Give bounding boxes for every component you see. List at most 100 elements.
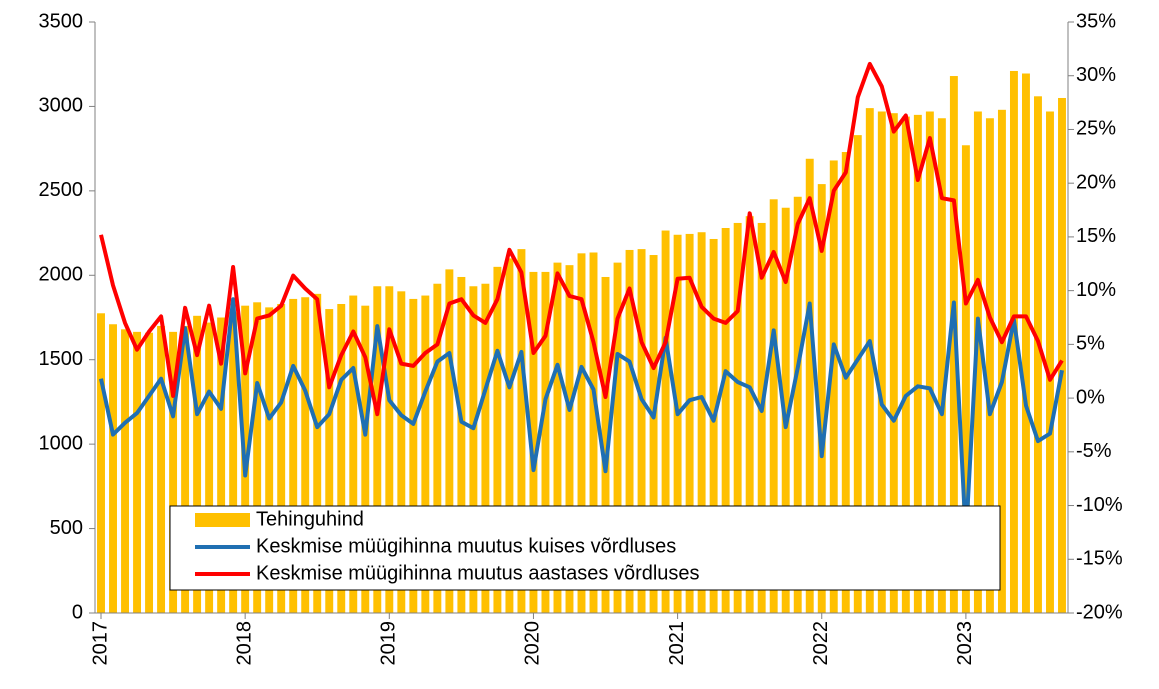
bar — [505, 258, 514, 613]
x-tick-label: 2017 — [89, 621, 111, 666]
legend-label: Tehinguhind — [256, 508, 364, 530]
x-tick-label: 2018 — [233, 621, 255, 666]
bar — [769, 199, 778, 614]
bar — [685, 233, 694, 613]
bar — [709, 238, 718, 613]
line-series — [99, 61, 1064, 417]
x-tick-label: 2023 — [954, 621, 976, 666]
y-tick-label: 3500 — [39, 10, 84, 32]
bar — [433, 283, 442, 613]
y-tick-label: 1000 — [39, 432, 84, 454]
y-tick-label: 1500 — [39, 348, 84, 370]
legend: Tehinguhind Keskmise müügihinna muutus ku… — [169, 505, 1001, 591]
bar — [229, 312, 238, 613]
y-tick-label: 2500 — [39, 179, 84, 201]
bar — [1034, 96, 1042, 614]
bar — [937, 118, 946, 614]
bar — [181, 325, 190, 613]
bar — [493, 266, 502, 613]
y2-tick-label: 20% — [1076, 171, 1116, 193]
bar — [481, 283, 490, 613]
bar — [553, 262, 562, 613]
bar — [913, 114, 922, 613]
bar — [397, 291, 406, 613]
bar — [949, 76, 958, 613]
bar — [613, 262, 622, 613]
bar — [529, 271, 538, 613]
bar — [409, 298, 418, 613]
legend-swatch — [195, 513, 250, 527]
bar — [661, 230, 670, 613]
y-tick-label: 500 — [50, 517, 83, 539]
bar — [625, 249, 634, 613]
y2-tick-label: 30% — [1076, 64, 1116, 86]
x-tick-label: 2022 — [810, 621, 832, 666]
bar — [865, 108, 874, 614]
bar — [829, 160, 838, 613]
x-tick-label: 2021 — [666, 621, 688, 666]
bar — [589, 252, 598, 614]
legend-label: Keskmise müügihinna muutus aastases võrd… — [256, 562, 700, 584]
bar — [781, 207, 790, 613]
line-series — [99, 297, 1064, 540]
bar — [157, 325, 166, 613]
bar — [637, 249, 646, 613]
bar — [361, 305, 370, 613]
bar — [649, 255, 658, 613]
bar — [853, 135, 862, 614]
y2-tick-label: -15% — [1076, 548, 1123, 570]
bar — [337, 303, 346, 613]
bar — [841, 152, 850, 613]
y2-tick-label: -10% — [1076, 494, 1123, 516]
bar — [793, 196, 802, 613]
y2-tick-label: 15% — [1076, 225, 1116, 247]
bar — [313, 293, 322, 613]
bar — [1046, 111, 1054, 613]
y-tick-label: 2000 — [39, 264, 84, 286]
bar — [721, 228, 730, 613]
bar — [169, 331, 178, 613]
bar — [109, 324, 117, 613]
x-tick-label: 2019 — [378, 621, 400, 666]
bar — [289, 298, 298, 613]
bar — [469, 286, 478, 613]
bar — [877, 111, 886, 613]
bar — [697, 232, 706, 613]
bar — [673, 234, 682, 613]
bar — [1058, 97, 1066, 613]
y2-tick-label: 5% — [1076, 333, 1105, 355]
bar — [757, 222, 766, 613]
bar — [997, 109, 1006, 613]
bar — [193, 315, 202, 613]
legend-box — [169, 505, 1001, 591]
bar — [421, 295, 430, 613]
bar — [301, 297, 310, 613]
bar — [1021, 73, 1030, 614]
y2-tick-label: 10% — [1076, 279, 1116, 301]
bar — [349, 295, 358, 613]
bar — [1009, 70, 1018, 614]
bar — [133, 331, 142, 613]
bar — [601, 276, 610, 613]
bar — [985, 118, 994, 614]
bar — [253, 302, 262, 613]
bar — [733, 222, 742, 613]
y2-tick-label: -5% — [1076, 440, 1112, 462]
bar — [889, 113, 898, 613]
bar — [457, 276, 466, 613]
legend-label: Keskmise müügihinna muutus kuises võrdlu… — [256, 535, 676, 557]
bar — [973, 111, 982, 613]
bar — [97, 313, 105, 613]
bar — [541, 271, 550, 613]
bar — [217, 317, 226, 613]
bar — [805, 158, 814, 613]
bar — [373, 286, 382, 613]
bar — [745, 216, 754, 613]
x-tick-label: 2020 — [522, 621, 544, 666]
bar — [325, 309, 334, 613]
bar — [277, 303, 286, 613]
y2-tick-label: 0% — [1076, 386, 1105, 408]
y-tick-label: 0 — [72, 601, 83, 623]
